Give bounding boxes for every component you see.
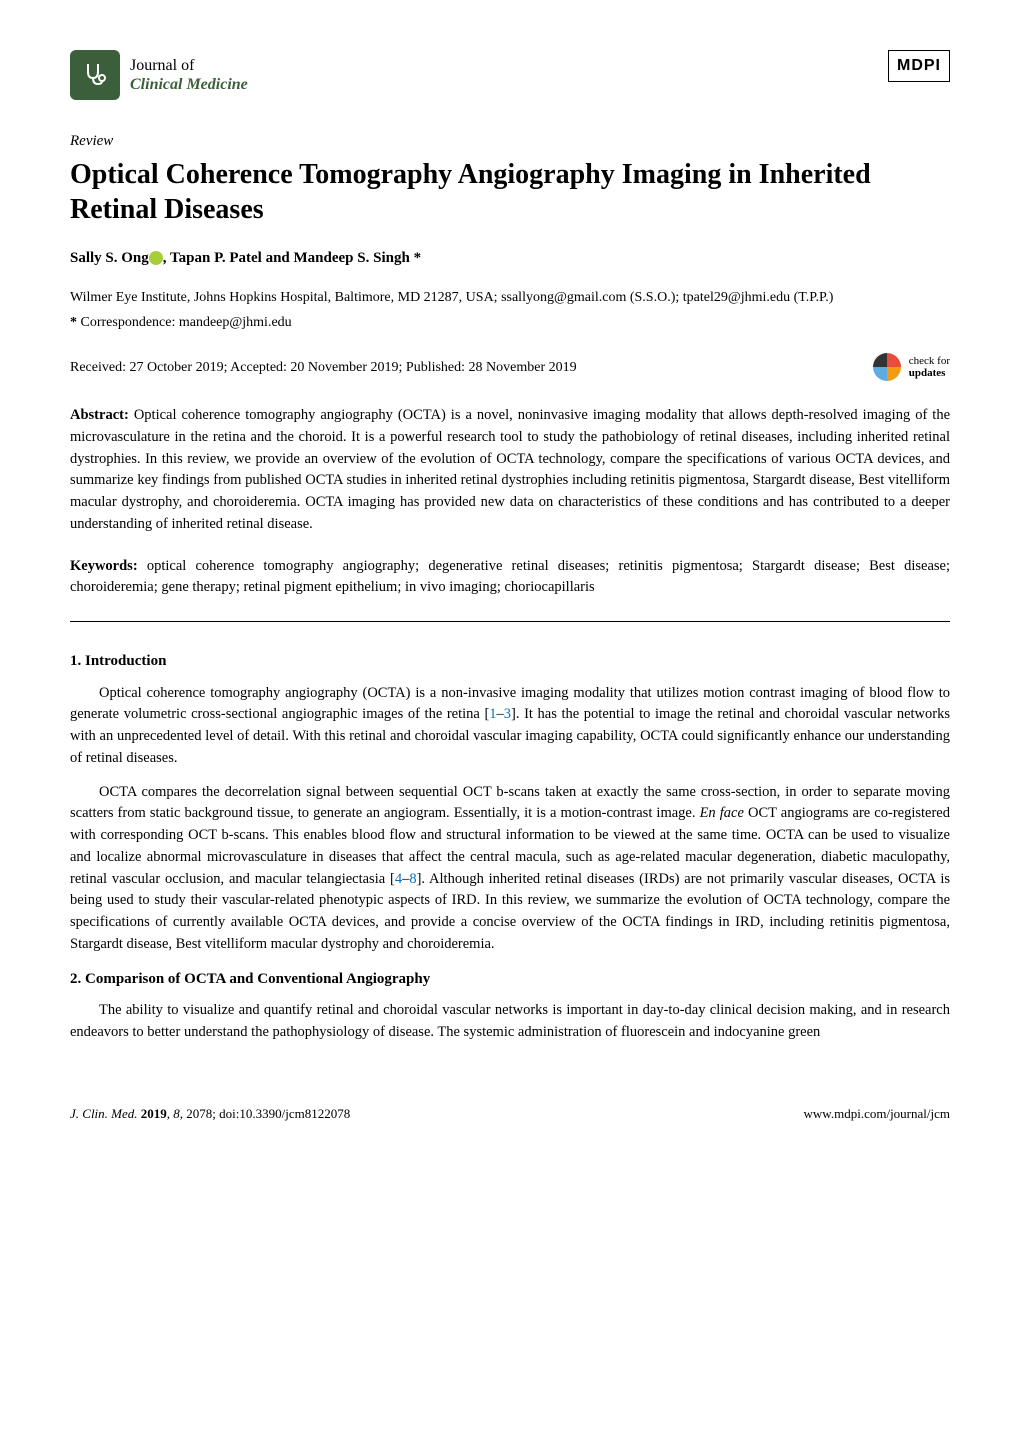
journal-name-line1: Journal of (130, 56, 248, 75)
section-1-para-1: Optical coherence tomography angiography… (70, 683, 950, 770)
author-names: Sally S. Ong (70, 250, 149, 266)
correspondence-line: * Correspondence: mandeep@jhmi.edu (70, 312, 950, 333)
abstract-text: Optical coherence tomography angiography… (70, 407, 950, 532)
journal-block: Journal of Clinical Medicine (70, 50, 248, 100)
journal-title: Journal of Clinical Medicine (130, 56, 248, 94)
ref-link-8[interactable]: 8 (409, 871, 416, 887)
keywords-label: Keywords: (70, 558, 138, 574)
abstract-block: Abstract: Optical coherence tomography a… (70, 405, 950, 536)
para-text: – (497, 706, 504, 722)
section-divider (70, 621, 950, 622)
dates-row: Received: 27 October 2019; Accepted: 20 … (70, 351, 950, 383)
abstract-label: Abstract: (70, 407, 129, 423)
keywords-text: optical coherence tomography angiography… (70, 558, 950, 596)
orcid-icon (149, 251, 163, 265)
publication-dates: Received: 27 October 2019; Accepted: 20 … (70, 357, 577, 378)
section-2-heading: 2. Comparison of OCTA and Conventional A… (70, 968, 950, 991)
ref-link-3[interactable]: 3 (504, 706, 511, 722)
authors-line: Sally S. Ong , Tapan P. Patel and Mandeep… (70, 247, 950, 270)
journal-name-line2: Clinical Medicine (130, 75, 248, 94)
author-names-rest: , Tapan P. Patel and Mandeep S. Singh * (163, 250, 421, 266)
check-updates-line2: updates (909, 367, 950, 379)
correspondence-star: * (70, 315, 77, 330)
ref-link-1[interactable]: 1 (489, 706, 496, 722)
affiliation: Wilmer Eye Institute, Johns Hopkins Hosp… (70, 287, 950, 308)
section-2-para-1: The ability to visualize and quantify re… (70, 1000, 950, 1044)
para-text-italic: En face (700, 805, 744, 821)
ref-link-4[interactable]: 4 (395, 871, 402, 887)
correspondence-text: Correspondence: mandeep@jhmi.edu (81, 315, 292, 330)
keywords-block: Keywords: optical coherence tomography a… (70, 556, 950, 600)
section-1-heading: 1. Introduction (70, 650, 950, 673)
section-1-para-2: OCTA compares the decorrelation signal b… (70, 782, 950, 956)
footer-url: www.mdpi.com/journal/jcm (804, 1104, 950, 1124)
article-title: Optical Coherence Tomography Angiography… (70, 157, 950, 227)
check-updates-icon (871, 351, 903, 383)
check-updates-line1: check for (909, 355, 950, 367)
footer-citation: J. Clin. Med. 2019, 8, 2078; doi:10.3390… (70, 1104, 350, 1124)
header-row: Journal of Clinical Medicine MDPI (70, 50, 950, 100)
footer-row: J. Clin. Med. 2019, 8, 2078; doi:10.3390… (70, 1104, 950, 1124)
journal-stethoscope-icon (70, 50, 120, 100)
publisher-logo: MDPI (888, 50, 950, 82)
check-updates-badge[interactable]: check for updates (871, 351, 950, 383)
check-updates-text: check for updates (909, 355, 950, 379)
article-type: Review (70, 130, 950, 153)
